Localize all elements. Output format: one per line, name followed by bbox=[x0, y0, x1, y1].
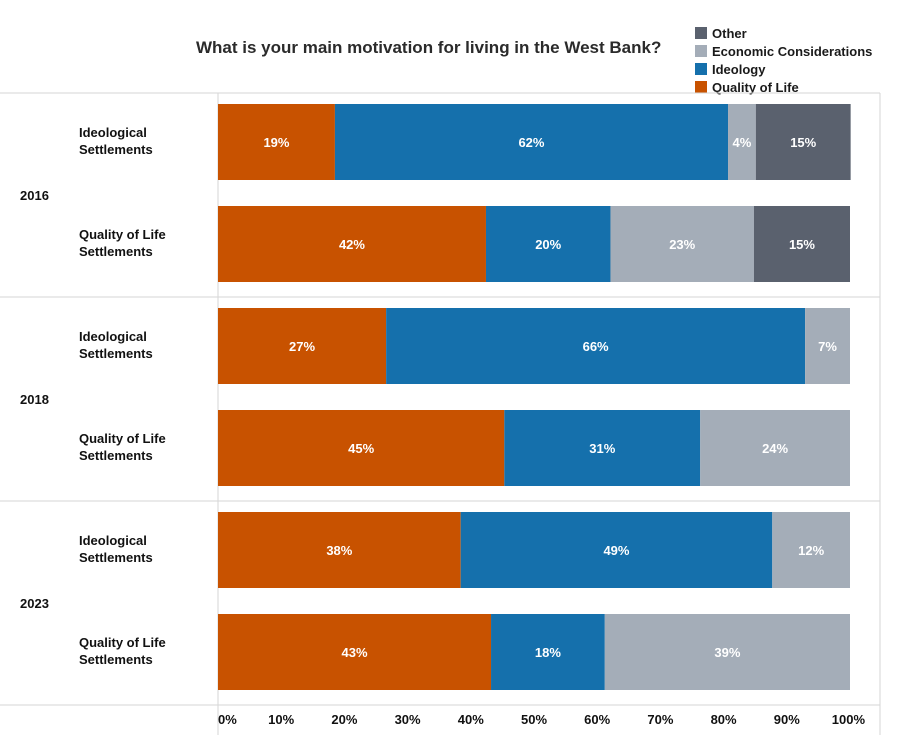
x-tick-label: 60% bbox=[584, 712, 610, 727]
data-label: 49% bbox=[603, 543, 629, 558]
x-tick-label: 40% bbox=[458, 712, 484, 727]
legend-swatch bbox=[695, 45, 707, 57]
x-tick-label: 80% bbox=[711, 712, 737, 727]
year-label: 2018 bbox=[20, 392, 49, 407]
data-label: 12% bbox=[798, 543, 824, 558]
legend-swatch bbox=[695, 27, 707, 39]
bar-segment bbox=[386, 308, 806, 384]
data-label: 43% bbox=[341, 645, 367, 660]
data-label: 23% bbox=[669, 237, 695, 252]
data-label: 62% bbox=[518, 135, 544, 150]
bar-segment bbox=[218, 614, 492, 690]
category-label: Ideological Settlements bbox=[79, 329, 153, 361]
year-label: 2016 bbox=[20, 188, 49, 203]
data-label: 20% bbox=[535, 237, 561, 252]
legend-entry: Ideology bbox=[712, 62, 766, 77]
bar-segment bbox=[485, 206, 611, 282]
bar-segment bbox=[218, 206, 486, 282]
bar-segment bbox=[728, 104, 756, 180]
data-label: 24% bbox=[762, 441, 788, 456]
data-label: 15% bbox=[789, 237, 815, 252]
legend: Other Economic Considerations Ideology Qual… bbox=[695, 26, 872, 95]
bar-segment bbox=[604, 614, 850, 690]
legend-entry: Quality of Life bbox=[712, 80, 799, 95]
data-label: 4% bbox=[733, 135, 752, 150]
bar-segment bbox=[700, 410, 850, 486]
data-label: 31% bbox=[589, 441, 615, 456]
bar-segment bbox=[755, 104, 851, 180]
x-tick-label: 100% bbox=[832, 712, 866, 727]
x-tick-label: 30% bbox=[395, 712, 421, 727]
category-label: Quality of Life Settlements bbox=[79, 227, 166, 259]
data-label: 7% bbox=[818, 339, 837, 354]
bar-segment bbox=[218, 104, 335, 180]
x-tick-label: 20% bbox=[331, 712, 357, 727]
bar-segment bbox=[218, 308, 387, 384]
bar-segment bbox=[460, 512, 773, 588]
x-tick-label: 10% bbox=[268, 712, 294, 727]
legend-swatch bbox=[695, 63, 707, 75]
data-label: 18% bbox=[535, 645, 561, 660]
bar-segment bbox=[753, 206, 850, 282]
bar-segment bbox=[334, 104, 729, 180]
data-label: 45% bbox=[348, 441, 374, 456]
x-tick-label: 50% bbox=[521, 712, 547, 727]
data-label: 38% bbox=[326, 543, 352, 558]
bar-segment bbox=[610, 206, 754, 282]
category-label: Quality of Life Settlements bbox=[79, 431, 166, 463]
data-label: 27% bbox=[289, 339, 315, 354]
bars: 19% 62% 4% 15% 42% 20% 23% 15% 27% 66% 7% 45% 31% 24%… bbox=[218, 104, 851, 690]
data-label: 19% bbox=[263, 135, 289, 150]
bar-segment bbox=[772, 512, 850, 588]
data-label: 15% bbox=[790, 135, 816, 150]
category-labels: 2016 Ideological Settlements Quality of Lif… bbox=[20, 125, 166, 667]
data-label: 42% bbox=[339, 237, 365, 252]
bar-segment bbox=[491, 614, 605, 690]
legend-swatch bbox=[695, 81, 707, 93]
legend-entry: Economic Considerations bbox=[712, 44, 872, 59]
x-tick-label: 90% bbox=[774, 712, 800, 727]
bar-segment bbox=[218, 410, 505, 486]
x-tick-label: 70% bbox=[647, 712, 673, 727]
category-label: Ideological Settlements bbox=[79, 533, 153, 565]
category-label: Quality of Life Settlements bbox=[79, 635, 166, 667]
chart-title: What is your main motivation for living … bbox=[196, 38, 661, 57]
bar-segment bbox=[504, 410, 701, 486]
bar-segment bbox=[218, 512, 461, 588]
data-label: 66% bbox=[583, 339, 609, 354]
category-label: Ideological Settlements bbox=[79, 125, 153, 157]
bar-segment bbox=[805, 308, 850, 384]
year-label: 2023 bbox=[20, 596, 49, 611]
x-tick-label: 0% bbox=[218, 712, 237, 727]
legend-entry: Other bbox=[712, 26, 747, 41]
x-axis-ticks: 0% 10% 20% 30% 40% 50% 60% 70% 80% 90% 100% bbox=[218, 712, 865, 727]
data-label: 39% bbox=[714, 645, 740, 660]
